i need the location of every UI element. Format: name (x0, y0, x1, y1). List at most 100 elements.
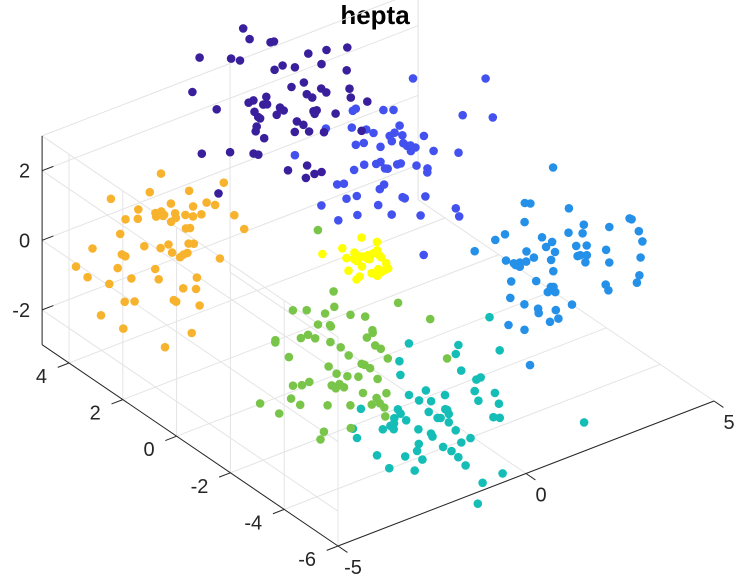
data-point-series-2 (202, 198, 211, 207)
data-point-series-2 (120, 297, 129, 307)
data-point-series-2 (156, 243, 165, 253)
data-point-series-2 (113, 263, 122, 273)
data-point-series-4 (399, 138, 408, 148)
data-point-series-7 (383, 354, 393, 363)
y-tick-label: 4 (36, 366, 47, 388)
data-point-series-2 (96, 311, 106, 320)
data-point-series-3 (253, 150, 263, 159)
data-point-series-3 (279, 106, 289, 115)
data-point-series-2 (239, 224, 249, 234)
y-tick (111, 399, 123, 405)
data-point-series-3 (252, 122, 261, 131)
data-point-series-7 (305, 377, 314, 387)
data-point-series-5 (520, 325, 529, 335)
data-point-series-7 (346, 310, 355, 320)
data-point-series-6 (461, 461, 470, 470)
data-point-series-4 (421, 192, 430, 201)
data-point-series-5 (605, 222, 614, 232)
data-point-series-2 (83, 272, 92, 282)
data-point-series-4 (373, 200, 383, 210)
data-point-series-4 (371, 159, 381, 169)
data-point-series-5 (534, 308, 543, 318)
data-point-series-4 (379, 105, 388, 115)
y-tick-label: -4 (244, 512, 262, 534)
data-point-series-7 (320, 309, 330, 318)
data-point-series-4 (359, 160, 369, 169)
data-point-series-2 (145, 187, 155, 197)
data-point-series-1 (318, 249, 327, 259)
data-point-series-5 (520, 300, 529, 309)
y-tick (218, 472, 231, 478)
data-point-series-2 (156, 169, 166, 178)
data-point-series-2 (191, 284, 201, 294)
x-tick-label: 5 (723, 412, 734, 434)
data-point-series-6 (404, 390, 414, 400)
data-point-series-2 (215, 254, 225, 263)
data-point-series-2 (106, 194, 116, 204)
data-point-series-2 (134, 205, 143, 214)
data-point-series-2 (127, 274, 136, 283)
data-point-series-6 (485, 312, 494, 322)
data-point-series-7 (375, 399, 385, 408)
data-point-series-6 (438, 442, 448, 452)
y-tick (165, 435, 177, 442)
y-tick (272, 508, 285, 515)
data-point-series-6 (466, 433, 475, 443)
data-point-series-3 (307, 93, 317, 102)
z-tick-label: 2 (19, 161, 30, 183)
data-point-series-3 (235, 56, 245, 65)
data-point-series-4 (419, 250, 429, 260)
data-point-series-5 (636, 253, 645, 262)
data-point-series-3 (299, 120, 308, 130)
data-point-series-5 (500, 230, 510, 239)
data-point-series-6 (372, 451, 382, 460)
data-point-series-7 (332, 369, 341, 379)
data-point-series-7 (425, 314, 435, 324)
data-point-series-5 (579, 220, 589, 229)
data-point-series-2 (88, 244, 97, 253)
data-point-series-2 (159, 210, 169, 220)
data-point-series-7 (365, 363, 375, 373)
data-point-series-7 (354, 372, 363, 382)
data-point-series-4 (395, 121, 404, 130)
data-point-series-4 (398, 131, 407, 140)
z-tick (41, 165, 54, 172)
data-point-series-4 (334, 216, 343, 225)
data-point-series-7 (255, 399, 265, 408)
data-point-series-6 (451, 426, 461, 435)
data-point-series-2 (130, 297, 139, 306)
data-point-series-4 (359, 138, 369, 148)
data-point-series-5 (506, 277, 516, 286)
data-point-series-3 (346, 93, 356, 102)
data-point-series-7 (346, 401, 355, 410)
data-point-series-5 (549, 266, 558, 276)
data-point-series-4 (352, 191, 362, 201)
data-point-series-5 (605, 258, 614, 267)
z-tick (41, 305, 54, 311)
data-point-series-3 (319, 127, 329, 137)
data-point-series-7 (362, 333, 372, 342)
data-point-series-1 (338, 244, 347, 253)
data-point-series-6 (444, 409, 454, 419)
data-point-series-2 (160, 342, 170, 352)
data-point-series-6 (490, 388, 500, 398)
data-point-series-5 (504, 320, 513, 330)
data-point-series-2 (164, 240, 173, 249)
data-point-series-7 (367, 400, 377, 409)
data-point-series-3 (255, 114, 265, 123)
y-tick-label: 0 (143, 439, 154, 461)
data-point-series-6 (489, 412, 498, 422)
data-point-series-5 (582, 250, 592, 260)
data-point-series-1 (355, 272, 365, 281)
y-tick-label: -6 (298, 549, 316, 571)
data-point-series-2 (184, 186, 194, 196)
data-point-series-7 (274, 409, 284, 418)
data-point-series-7 (360, 312, 370, 321)
data-point-series-6 (495, 346, 505, 355)
data-point-series-6 (352, 433, 362, 443)
data-point-series-4 (458, 110, 468, 120)
data-point-series-5 (501, 256, 511, 265)
data-point-series-5 (531, 276, 541, 286)
data-point-series-7 (336, 343, 346, 352)
data-point-series-3 (322, 88, 331, 97)
